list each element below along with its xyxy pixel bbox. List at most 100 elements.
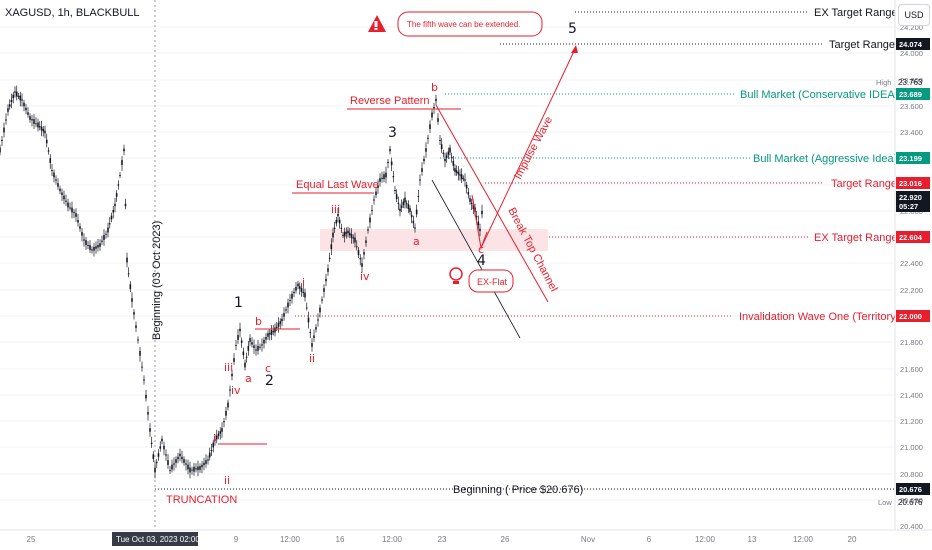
candle-body — [298, 286, 301, 289]
price-tick: 20.600 — [900, 496, 923, 505]
minor-wave-labels: i ii iii iv i ii iii iv a b c a b c — [213, 81, 484, 487]
candle-body — [112, 210, 115, 213]
candle-body — [10, 99, 13, 103]
candle-body — [105, 233, 107, 235]
candle-body — [321, 299, 323, 301]
candle-body — [19, 95, 22, 101]
candle-body — [15, 91, 18, 97]
ex-target-range-top-label: EX Target Range — [814, 7, 898, 19]
candle-body — [464, 179, 466, 181]
candle-body — [389, 148, 391, 152]
wave-iv-label-1: iv — [231, 384, 241, 397]
price-tag-text: 23.016 — [899, 179, 922, 188]
candle-body — [53, 172, 55, 178]
candle-body — [154, 467, 156, 473]
candle-body — [369, 217, 371, 223]
level-lines — [155, 11, 895, 490]
candle-body — [449, 147, 451, 153]
wave-4-label: 4 — [477, 253, 486, 269]
wave-3-label: 3 — [388, 125, 397, 141]
wave-ii-label-2: ii — [309, 352, 315, 365]
time-tick: 12:00 — [382, 535, 403, 544]
candle-body — [27, 112, 29, 115]
price-tick: 22.400 — [900, 259, 923, 268]
candle-body — [270, 330, 273, 335]
candle-body — [199, 466, 201, 470]
candle-body — [67, 202, 69, 208]
ex-flat-text: EX-Flat — [477, 277, 508, 287]
candle-body — [61, 192, 63, 195]
candle-body — [119, 175, 121, 176]
candle-body — [87, 245, 89, 246]
candle-body — [103, 235, 105, 240]
candle-body — [42, 129, 45, 132]
candle-body — [221, 428, 223, 432]
candle-body — [197, 466, 199, 471]
candle-body — [51, 170, 53, 171]
candle-body — [93, 246, 95, 251]
grid — [0, 26, 895, 501]
symbol-title[interactable]: XAGUSD, 1h, BLACKBULL — [5, 7, 140, 19]
time-tick: 13 — [748, 535, 757, 544]
candle-body — [410, 214, 413, 218]
major-wave-labels: 1 2 3 4 5 — [234, 21, 577, 389]
candle-body — [365, 240, 367, 243]
candle-body — [385, 172, 387, 178]
candle-body — [179, 453, 181, 457]
wave-c-label-1: c — [265, 362, 271, 375]
candle-body — [333, 227, 336, 229]
price-tick: 23.800 — [900, 76, 923, 85]
candle-body — [107, 227, 109, 233]
candle-body — [279, 321, 282, 324]
candle-body — [400, 205, 403, 208]
candle-body — [117, 184, 120, 186]
candle-body — [7, 108, 9, 112]
price-tag — [896, 88, 930, 100]
candle-body — [12, 94, 15, 99]
candle-body — [390, 161, 393, 166]
price-tag-text: 22.000 — [899, 312, 922, 321]
candle-body — [399, 208, 401, 212]
candle-body — [383, 174, 385, 180]
candle-body — [205, 460, 207, 464]
candle-body — [29, 116, 31, 120]
impulse-wave-label: Impulse Wave — [512, 115, 555, 182]
candle-body — [173, 463, 175, 465]
price-tick: 22.200 — [900, 286, 923, 295]
candle-body — [291, 293, 293, 299]
ex-flat-callout[interactable]: EX-Flat — [449, 267, 514, 293]
currency-button[interactable]: USD — [898, 4, 930, 26]
candle-body — [295, 286, 297, 291]
candle-body — [433, 106, 435, 109]
candle-body — [214, 439, 216, 441]
candle-body — [149, 428, 151, 432]
candle-body — [45, 139, 48, 144]
price-tag — [896, 177, 930, 189]
candles — [0, 85, 483, 479]
time-tick: 20 — [848, 535, 857, 544]
lightbulb-icon — [449, 267, 463, 281]
candle-body — [361, 263, 363, 267]
candle-body — [431, 112, 433, 118]
candle-body — [23, 102, 25, 107]
candle-body — [412, 220, 415, 224]
fifth-wave-callout[interactable]: The fifth wave can be extended. — [368, 11, 543, 37]
candle-body — [225, 410, 227, 416]
price-tag — [896, 152, 930, 164]
time-tick: 12:00 — [280, 535, 301, 544]
candle-body — [469, 198, 471, 202]
price-axis[interactable]: 24.20024.00023.80023.60023.40023.20023.0… — [876, 0, 932, 531]
candle-body — [181, 456, 183, 460]
candle-body — [129, 284, 132, 290]
candle-body — [332, 232, 334, 238]
candle-body — [455, 170, 458, 173]
candle-body — [447, 151, 450, 156]
candle-body — [397, 202, 400, 204]
candle-body — [201, 464, 203, 468]
time-axis[interactable]: 25 9 12:00 16 12:00 23 26 Nov 6 12:00 13 12:00 20 Tu… — [0, 529, 932, 550]
wave-ii-label-1: ii — [224, 474, 230, 487]
candle-body — [229, 389, 231, 391]
candle-body — [195, 468, 197, 470]
candle-body — [244, 362, 246, 368]
